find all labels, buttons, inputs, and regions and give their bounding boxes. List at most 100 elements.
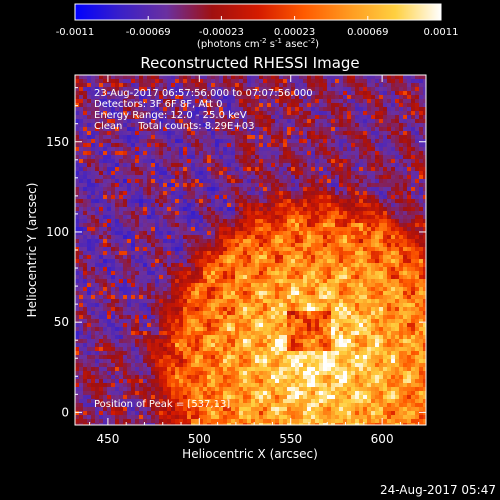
heatmap-cell xyxy=(347,263,351,267)
heatmap-cell xyxy=(187,159,191,163)
heatmap-cell xyxy=(203,259,207,263)
heatmap-cell xyxy=(315,187,319,191)
heatmap-cell xyxy=(339,195,343,199)
heatmap-cell xyxy=(363,103,367,107)
heatmap-cell xyxy=(139,199,143,203)
heatmap-cell xyxy=(231,251,235,255)
heatmap-cell xyxy=(415,211,419,215)
heatmap-cell xyxy=(155,167,159,171)
heatmap-cell xyxy=(199,283,203,287)
heatmap-cell xyxy=(315,275,319,279)
heatmap-cell xyxy=(303,251,307,255)
heatmap-cell xyxy=(415,183,419,187)
heatmap-cell xyxy=(355,203,359,207)
heatmap-cell xyxy=(363,115,367,119)
heatmap-cell xyxy=(171,207,175,211)
heatmap-cell xyxy=(231,291,235,295)
heatmap-cell xyxy=(155,147,159,151)
heatmap-cell xyxy=(195,147,199,151)
heatmap-cell xyxy=(119,119,123,123)
heatmap-cell xyxy=(155,91,159,95)
heatmap-cell xyxy=(191,127,195,131)
heatmap-cell xyxy=(411,87,415,91)
heatmap-cell xyxy=(375,123,379,127)
heatmap-cell xyxy=(343,155,347,159)
heatmap-cell xyxy=(75,271,79,275)
heatmap-cell xyxy=(191,83,195,87)
heatmap-cell xyxy=(363,79,367,83)
heatmap-cell xyxy=(143,163,147,167)
heatmap-cell xyxy=(299,183,303,187)
heatmap-cell xyxy=(411,91,415,95)
heatmap-cell xyxy=(283,87,287,91)
heatmap-cell xyxy=(275,179,279,183)
heatmap-cell xyxy=(391,135,395,139)
heatmap-cell xyxy=(87,151,91,155)
heatmap-cell xyxy=(195,139,199,143)
heatmap-cell xyxy=(387,247,391,251)
heatmap-cell xyxy=(259,211,263,215)
heatmap-cell xyxy=(339,79,343,83)
heatmap-cell xyxy=(207,75,211,79)
heatmap-cell xyxy=(319,271,323,275)
heatmap-cell xyxy=(183,299,187,303)
heatmap-cell xyxy=(155,123,159,127)
heatmap-cell xyxy=(183,263,187,267)
heatmap-cell xyxy=(399,155,403,159)
heatmap-cell xyxy=(335,291,339,295)
heatmap-cell xyxy=(131,243,135,247)
heatmap-cell xyxy=(311,75,315,79)
heatmap-cell xyxy=(99,99,103,103)
heatmap-cell xyxy=(403,275,407,279)
heatmap-cell xyxy=(395,99,399,103)
heatmap-cell xyxy=(335,187,339,191)
heatmap-cell xyxy=(415,79,419,83)
heatmap-cell xyxy=(331,87,335,91)
heatmap-cell xyxy=(263,103,267,107)
heatmap-cell xyxy=(115,199,119,203)
heatmap-cell xyxy=(287,99,291,103)
heatmap-cell xyxy=(259,231,263,235)
heatmap-cell xyxy=(191,227,195,231)
heatmap-cell xyxy=(191,195,195,199)
heatmap-cell xyxy=(151,215,155,219)
heatmap-cell xyxy=(339,271,343,275)
heatmap-cell xyxy=(391,87,395,91)
heatmap-cell xyxy=(111,127,115,131)
heatmap-cell xyxy=(295,243,299,247)
heatmap-cell xyxy=(343,123,347,127)
heatmap-cell xyxy=(147,159,151,163)
heatmap-cell xyxy=(91,283,95,287)
heatmap-cell xyxy=(307,295,311,299)
heatmap-cell xyxy=(111,119,115,123)
heatmap-cell xyxy=(99,87,103,91)
heatmap-cell xyxy=(247,259,251,263)
heatmap-cell xyxy=(339,111,343,115)
heatmap-cell xyxy=(375,163,379,167)
heatmap-cell xyxy=(231,211,235,215)
heatmap-cell xyxy=(339,75,343,79)
heatmap-cell xyxy=(135,239,139,243)
heatmap-cell xyxy=(211,203,215,207)
heatmap-cell xyxy=(147,155,151,159)
heatmap-cell xyxy=(375,287,379,291)
heatmap-cell xyxy=(227,171,231,175)
heatmap-cell xyxy=(207,259,211,263)
heatmap-cell xyxy=(331,175,335,179)
heatmap-cell xyxy=(255,163,259,167)
heatmap-cell xyxy=(179,103,183,107)
heatmap-cell xyxy=(355,123,359,127)
heatmap-cell xyxy=(139,255,143,259)
heatmap-cell xyxy=(307,211,311,215)
heatmap-cell xyxy=(343,183,347,187)
heatmap-cell xyxy=(99,195,103,199)
heatmap-cell xyxy=(143,159,147,163)
heatmap-cell xyxy=(247,243,251,247)
heatmap-cell xyxy=(267,191,271,195)
heatmap-cell xyxy=(75,215,79,219)
heatmap-cell xyxy=(323,255,327,259)
heatmap-cell xyxy=(175,151,179,155)
heatmap-cell xyxy=(111,263,115,267)
heatmap-cell xyxy=(95,299,99,303)
heatmap-cell xyxy=(343,243,347,247)
